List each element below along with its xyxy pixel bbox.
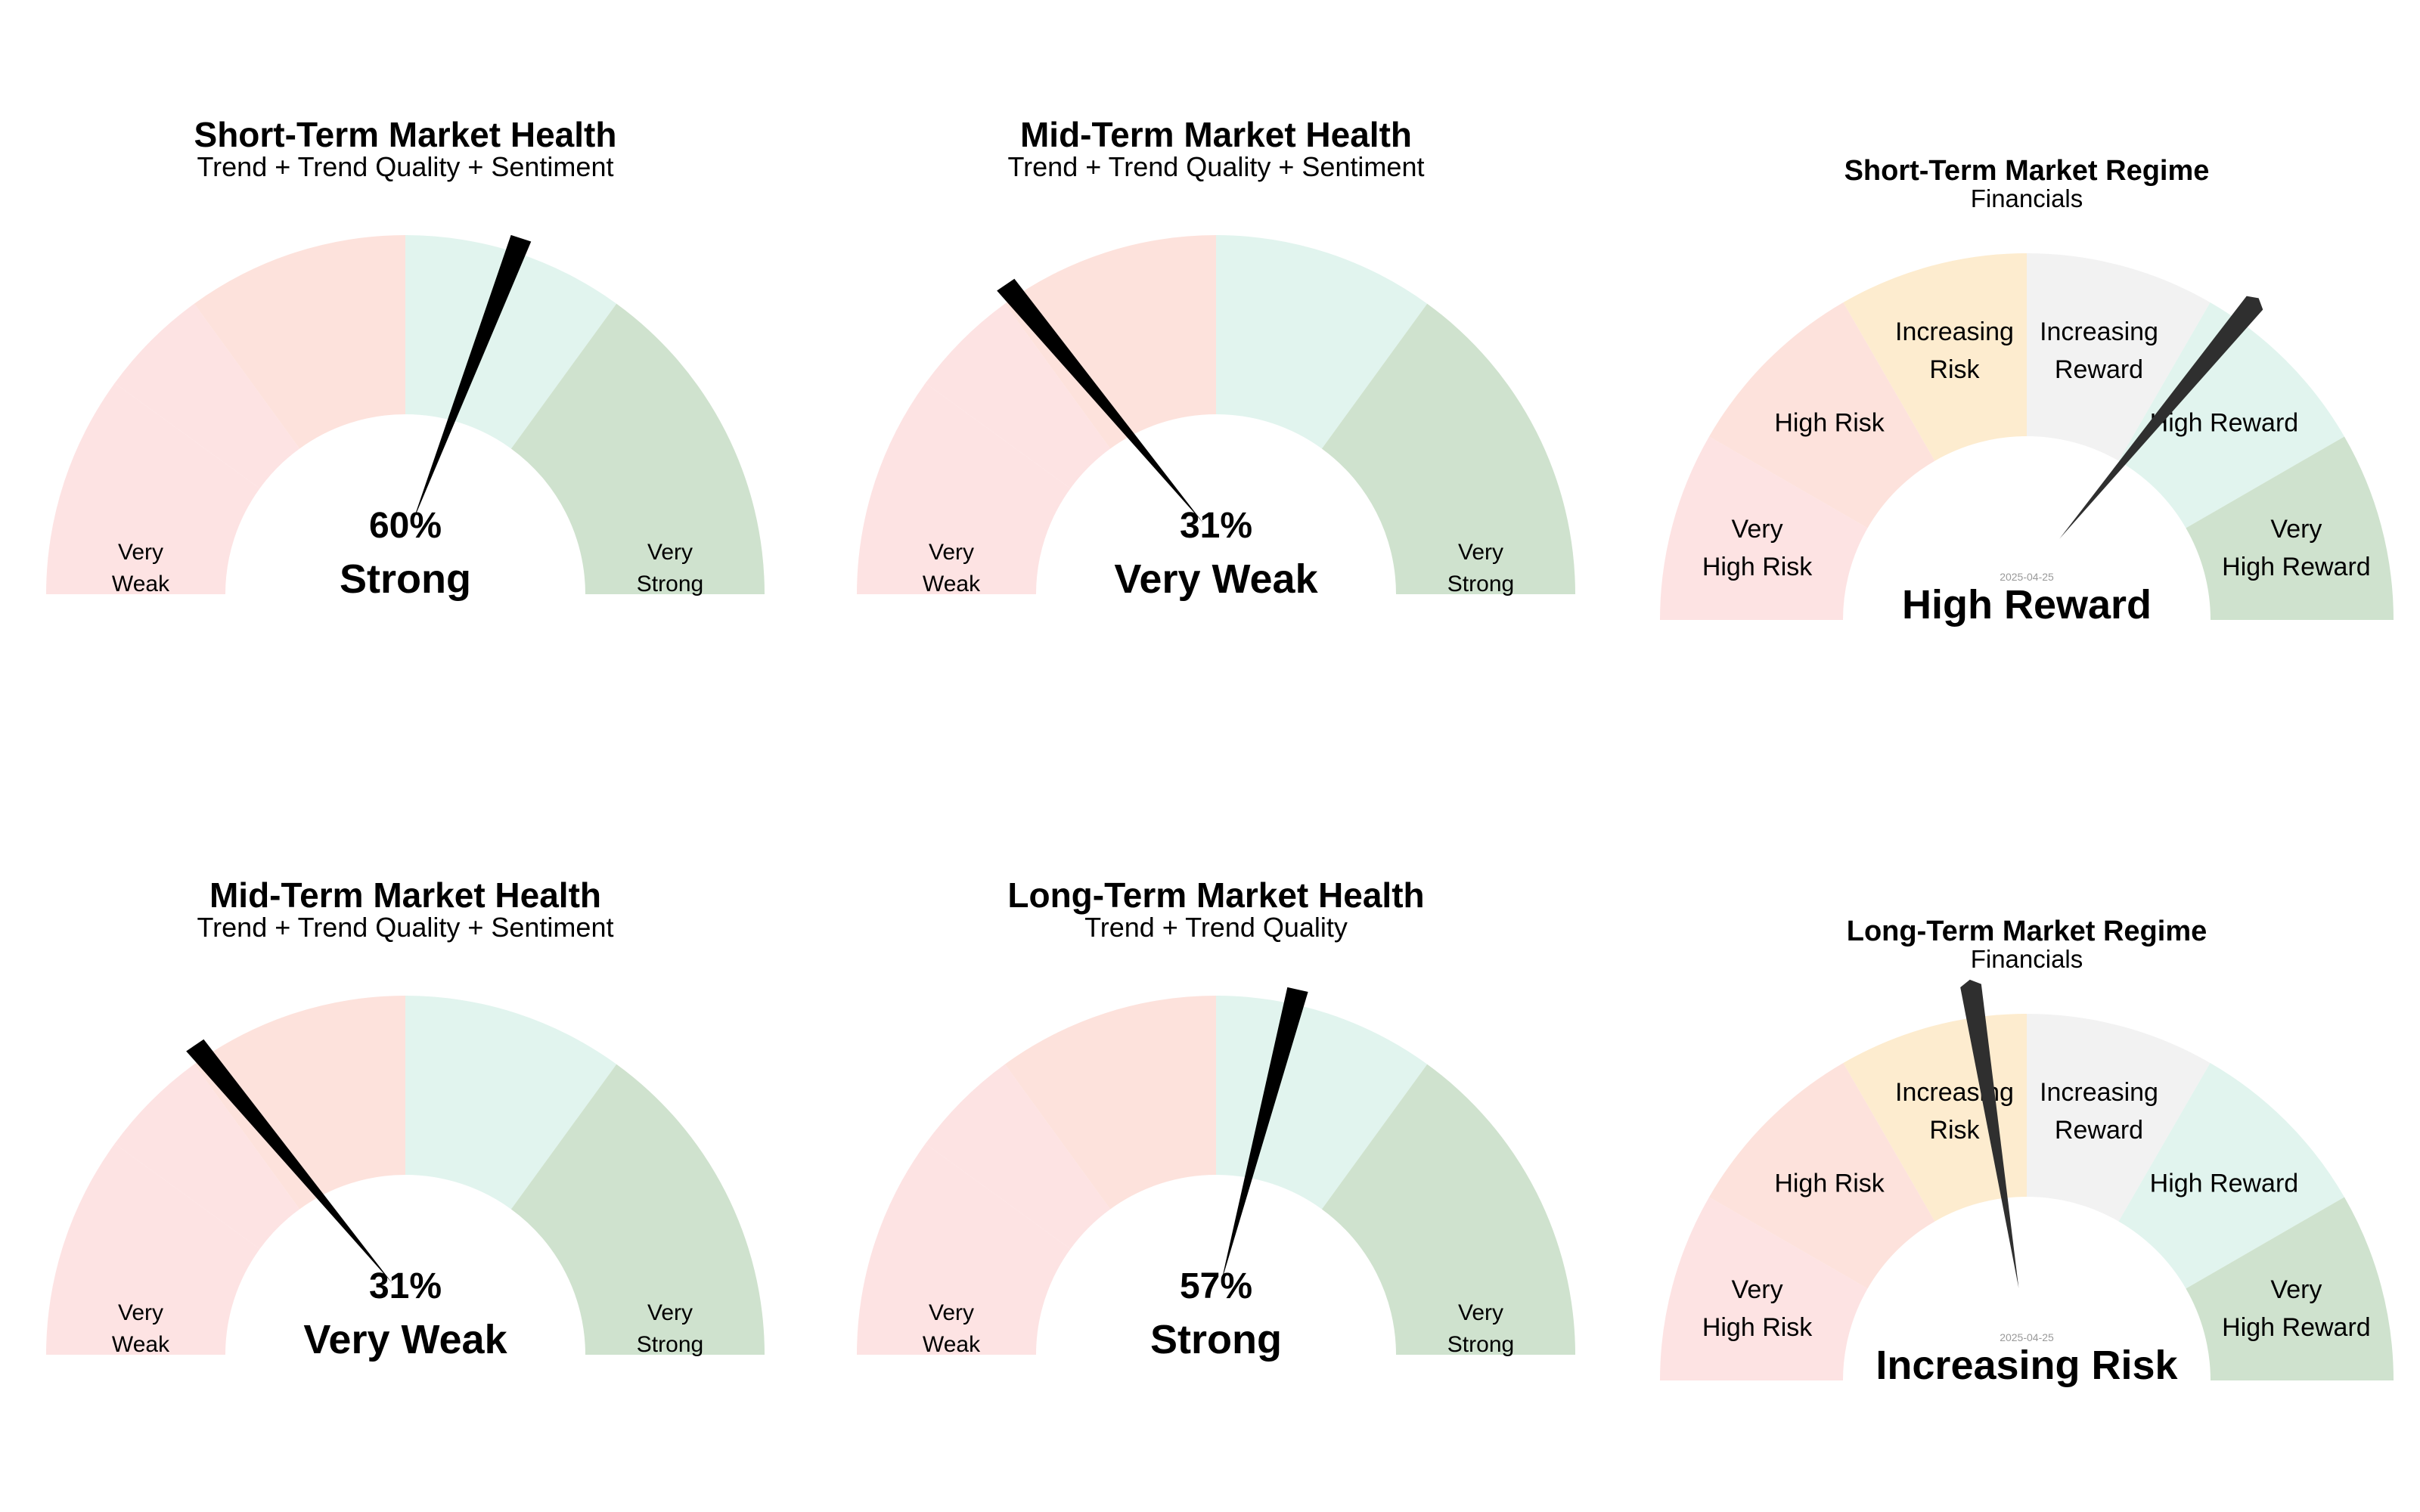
gauge-band [1660, 1197, 1868, 1380]
gauge-band [857, 383, 1071, 594]
gauge-needle [412, 234, 532, 523]
gauge-needle [2059, 296, 2263, 539]
gauge-needle [1960, 979, 2019, 1288]
gauge-band-label: Very Weak [112, 1300, 170, 1357]
gauge-band [1321, 1064, 1575, 1355]
gauge-date: 2025-04-25 [2000, 571, 2054, 583]
gauge-status: High Reward [1902, 582, 2152, 627]
gauge-band-label: High Risk [1774, 1169, 1885, 1198]
gauge-band [1216, 235, 1428, 449]
gauge-band [2118, 1063, 2344, 1289]
gauge-band-label: Very Strong [1447, 540, 1514, 596]
gauge-band [510, 303, 765, 594]
gauge-band [2186, 436, 2394, 620]
gauge-band [114, 303, 300, 489]
gauge-band-label: Very Strong [1447, 1300, 1514, 1357]
gauge-band [2118, 302, 2344, 528]
gauge-status: Very Weak [1114, 556, 1318, 602]
gauge-needle [186, 1039, 393, 1284]
gauge-band [46, 1143, 260, 1355]
gauge-title: Long-Term Market Regime [1847, 916, 2207, 947]
gauge-value-label: 57% [1180, 1266, 1252, 1306]
gauge-needle [997, 278, 1204, 523]
gauge-band [1004, 235, 1216, 449]
gauge-value-label: 31% [1180, 506, 1252, 546]
gauge-status: Very Weak [303, 1317, 507, 1362]
gauge-subtitle: Financials [1971, 945, 2083, 973]
gauge-band-label: Very Strong [637, 540, 703, 596]
gauge-band-label: High Risk [1774, 408, 1885, 437]
gauge-band-label: Very Weak [923, 1300, 981, 1357]
gauge-band-label: Very High Risk [1702, 1275, 1813, 1342]
gauge-band [2027, 253, 2211, 461]
gauge-band [1660, 436, 1868, 620]
gauge-title: Mid-Term Market Health [1020, 115, 1412, 154]
gauge-band [46, 383, 260, 594]
gauge-value-label: 60% [369, 506, 442, 546]
gauge-title: Short-Term Market Health [194, 115, 617, 154]
gauge-subtitle: Trend + Trend Quality + Sentiment [197, 151, 614, 182]
gauge-band-label: Increasing Reward [2040, 1078, 2158, 1145]
gauge-band-label: Very High Risk [1702, 515, 1813, 581]
gauge-band-label: Increasing Reward [2040, 318, 2158, 384]
gauge-subtitle: Financials [1971, 184, 2083, 212]
gauge-subtitle: Trend + Trend Quality + Sentiment [1008, 151, 1425, 182]
gauge-title: Mid-Term Market Health [209, 875, 601, 915]
gauge-band [2186, 1197, 2394, 1380]
gauge-date: 2025-04-25 [2000, 1331, 2054, 1343]
gauge-status: Strong [1150, 1317, 1282, 1362]
gauge-band-label: Increasing Risk [1895, 318, 2014, 384]
gauge-band [405, 996, 617, 1210]
gauge-band-label: Very Weak [112, 540, 170, 596]
gauge-band [114, 1064, 300, 1250]
gauge-band [1709, 1063, 1935, 1289]
gauge-band-label: Very High Reward [2222, 515, 2371, 581]
gauge-subtitle: Trend + Trend Quality [1084, 912, 1348, 943]
gauge-band-label: High Reward [2150, 408, 2299, 437]
gauge-band [925, 1064, 1111, 1250]
gauge-subtitle: Trend + Trend Quality + Sentiment [197, 912, 614, 943]
gauge-band [1843, 253, 2027, 461]
gauge-band [1216, 996, 1428, 1210]
gauge-band-label: Very Weak [923, 540, 981, 596]
gauge-status: Strong [340, 556, 471, 602]
gauge-band [1321, 303, 1575, 594]
gauge-status: Increasing Risk [1876, 1343, 2178, 1388]
gauge-band [2027, 1014, 2211, 1222]
gauge-title: Short-Term Market Regime [1844, 155, 2210, 187]
gauge-value-label: 31% [369, 1266, 442, 1306]
gauge-band [1709, 302, 1935, 528]
gauge-needle [1221, 987, 1308, 1284]
gauge-band-label: Very Strong [637, 1300, 703, 1357]
gauge-band-label: High Reward [2150, 1169, 2299, 1198]
gauge-band [194, 996, 405, 1210]
gauge-band [925, 303, 1111, 489]
gauge-band [194, 235, 405, 449]
gauge-band [857, 1143, 1071, 1355]
gauge-band [1004, 996, 1216, 1210]
gauge-title: Long-Term Market Health [1007, 875, 1424, 915]
gauge-band-label: Very High Reward [2222, 1275, 2371, 1342]
gauge-band [510, 1064, 765, 1355]
